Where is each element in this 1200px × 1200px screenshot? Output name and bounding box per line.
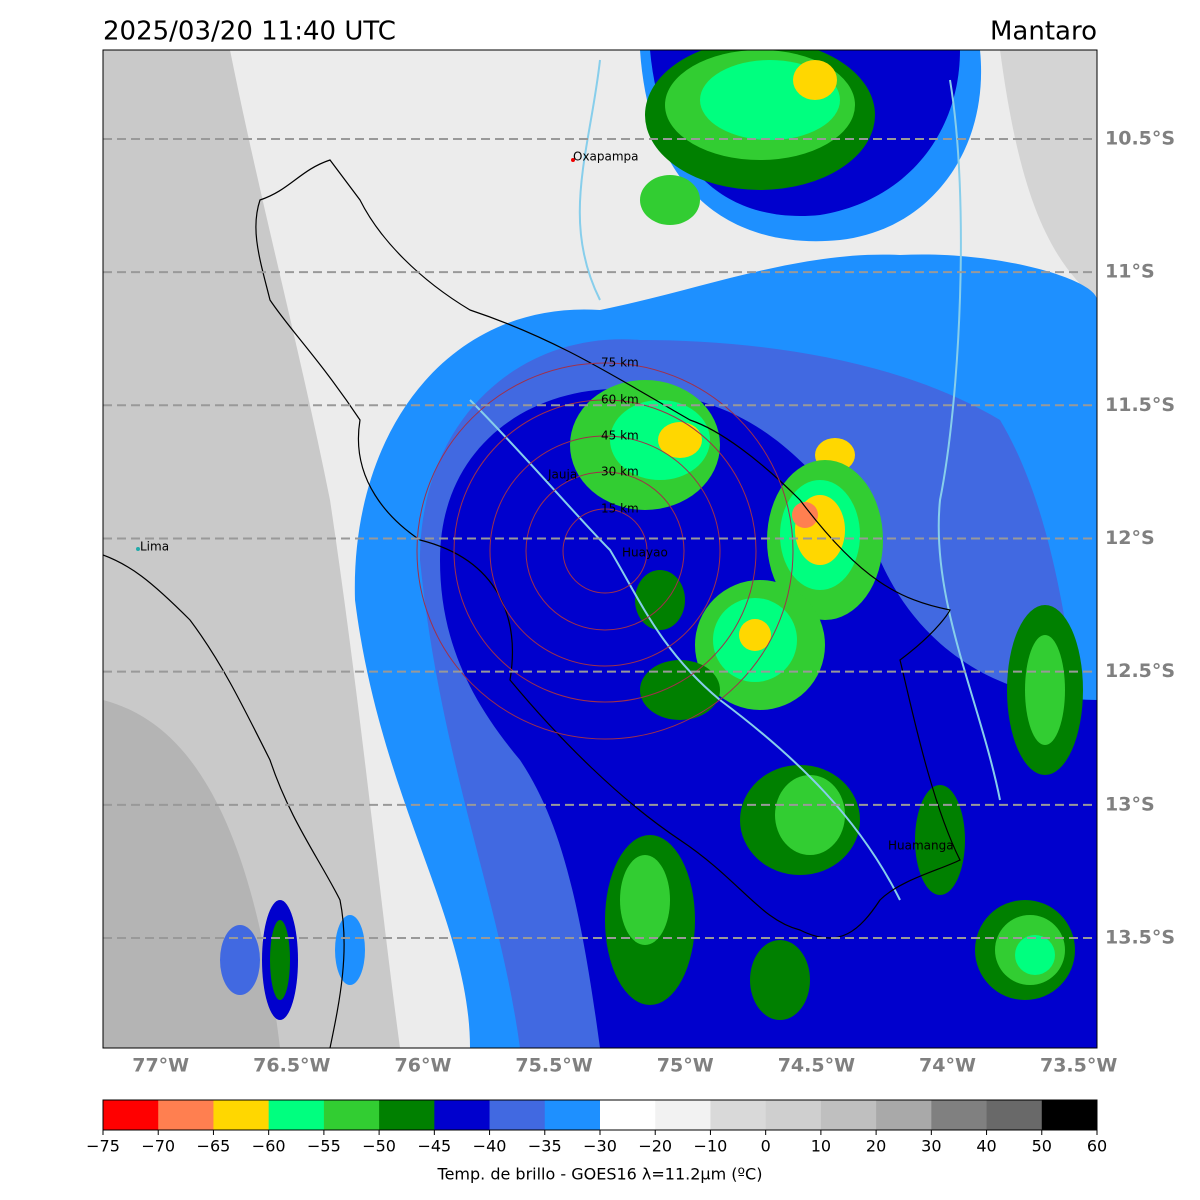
colorbar-segment	[820, 1100, 877, 1130]
datetime-title: 2025/03/20 11:40 UTC	[103, 17, 396, 47]
colorbar-tick-label: −30	[583, 1137, 617, 1156]
colorbar-tick-label: 20	[866, 1137, 886, 1156]
lat-label: 10.5°S	[1105, 127, 1175, 149]
colorbar-tick-label: −50	[362, 1137, 396, 1156]
place-label: Lima	[140, 540, 169, 554]
place-label: Huayao	[622, 546, 668, 560]
lon-label: 75°W	[657, 1055, 714, 1077]
colorbar-segment	[213, 1100, 270, 1130]
lon-label: 75.5°W	[515, 1055, 592, 1077]
colorbar-tick-label: 30	[921, 1137, 941, 1156]
lon-label: 76°W	[395, 1055, 452, 1077]
lon-label: 74°W	[919, 1055, 976, 1077]
lon-label: 74.5°W	[778, 1055, 855, 1077]
colorbar-tick-label: 50	[1032, 1137, 1052, 1156]
colorbar-segment	[489, 1100, 546, 1130]
colorbar-tick-label: 40	[976, 1137, 996, 1156]
colorbar-segment	[876, 1100, 932, 1130]
colorbar-segment	[544, 1100, 601, 1130]
colorbar-segment	[158, 1100, 214, 1130]
colorbar-tick-label: −65	[197, 1137, 231, 1156]
satellite-image	[103, 50, 1097, 1048]
colorbar-tick-label: −70	[141, 1137, 175, 1156]
ring-label: 60 km	[601, 393, 639, 407]
place-label: Jauja	[547, 468, 577, 482]
colorbar-label: Temp. de brillo - GOES16 λ=11.2μm (ºC)	[437, 1165, 763, 1184]
colorbar-segment	[103, 1100, 159, 1130]
colorbar-tick-label: −75	[86, 1137, 120, 1156]
colorbar-segment	[765, 1100, 822, 1130]
colorbar-segment	[434, 1100, 491, 1130]
colorbar-tick-label: −60	[252, 1137, 286, 1156]
lat-label: 13°S	[1105, 793, 1155, 815]
map-frame	[102, 49, 1098, 1049]
colorbar-tick-label: 0	[761, 1137, 771, 1156]
colorbar-segment	[600, 1100, 656, 1130]
colorbar-tick-label: −20	[638, 1137, 672, 1156]
lat-label: 11.5°S	[1105, 394, 1175, 416]
lat-label: 12°S	[1105, 527, 1155, 549]
colorbar-tick-label: 10	[811, 1137, 831, 1156]
lon-label: 76.5°W	[253, 1055, 330, 1077]
lon-label: 73.5°W	[1040, 1055, 1117, 1077]
colorbar-segment	[268, 1100, 325, 1130]
ring-label: 15 km	[601, 502, 639, 516]
colorbar-segment	[323, 1100, 380, 1130]
lat-label: 13.5°S	[1105, 926, 1175, 948]
colorbar-tick-label: −55	[307, 1137, 341, 1156]
region-title: Mantaro	[990, 17, 1097, 47]
colorbar-tick-label: −40	[473, 1137, 507, 1156]
place-label: Huamanga	[888, 839, 954, 853]
colorbar-tick-label: −35	[528, 1137, 562, 1156]
colorbar-tick-label: −10	[694, 1137, 728, 1156]
colorbar-segment	[379, 1100, 435, 1130]
colorbar-tick-label: −45	[417, 1137, 451, 1156]
lat-label: 12.5°S	[1105, 660, 1175, 682]
lat-label: 11°S	[1105, 261, 1155, 283]
colorbar-segment	[710, 1100, 767, 1130]
lon-label: 77°W	[132, 1055, 189, 1077]
colorbar-segment	[986, 1100, 1043, 1130]
ring-label: 30 km	[601, 465, 639, 479]
ring-label: 75 km	[601, 356, 639, 370]
colorbar-segment	[655, 1100, 711, 1130]
colorbar-segment	[931, 1100, 988, 1130]
grid	[103, 137, 1097, 939]
colorbar-tick-label: 60	[1087, 1137, 1107, 1156]
colorbar-segment	[1041, 1100, 1098, 1130]
place-label: Oxapampa	[573, 150, 639, 164]
colorbar	[102, 1099, 1098, 1135]
ring-label: 45 km	[601, 429, 639, 443]
